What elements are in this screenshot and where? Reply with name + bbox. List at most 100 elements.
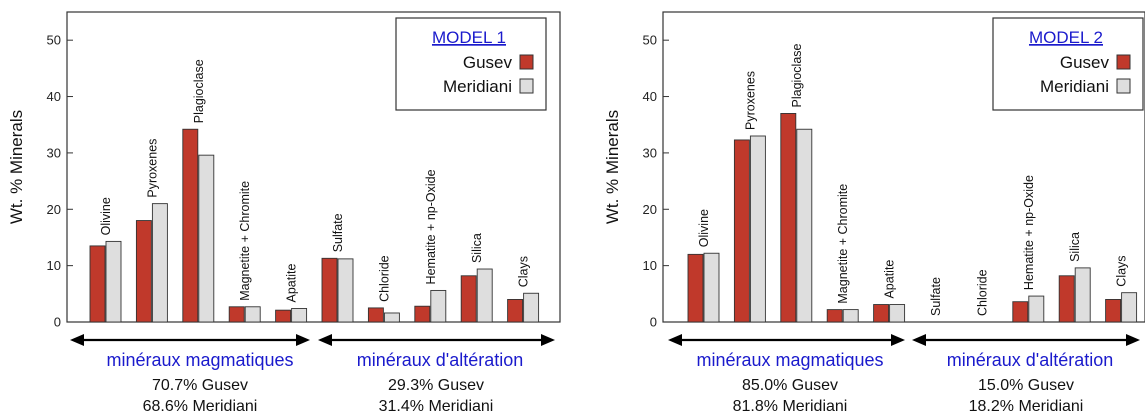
- legend-title: MODEL 1: [432, 28, 506, 47]
- bar-gusev: [826, 309, 843, 323]
- bar-meridiani: [476, 268, 493, 323]
- chart-1: 0 10 20 30 40 50 Wt. % Minerals Olivine Pyroxene…: [7, 11, 561, 415]
- bar-gusev: [733, 139, 750, 323]
- legend-swatch: [1116, 78, 1131, 94]
- bar-gusev: [414, 305, 431, 323]
- bar-gusev: [182, 128, 199, 323]
- bar-gusev: [780, 113, 797, 323]
- gusev-percentage: 70.7% Gusev: [152, 377, 248, 394]
- bar-gusev: [367, 307, 384, 323]
- category-label: Olivine: [697, 209, 711, 247]
- category-label: Sulfate: [331, 213, 345, 252]
- bar-meridiani: [430, 289, 447, 323]
- legend-swatch: [519, 54, 534, 70]
- y-tick-label: 20: [643, 202, 657, 217]
- bar-gusev: [460, 275, 477, 323]
- arrow-head-right: [1126, 334, 1140, 346]
- bar-gusev: [507, 299, 524, 323]
- bar-gusev: [873, 304, 890, 323]
- category-label: Hematite + np-Oxide: [424, 169, 438, 284]
- legend-entry-gusev: Gusev: [463, 53, 513, 72]
- y-tick-label: 50: [47, 33, 61, 48]
- meridiani-percentage: 18.2% Meridiani: [969, 398, 1084, 415]
- bar-meridiani: [291, 308, 308, 323]
- bar-meridiani: [1074, 267, 1091, 323]
- category-label: Pyroxenes: [145, 139, 159, 198]
- category-label: Apatite: [285, 264, 299, 303]
- category-label: Magnetite + Chromite: [238, 181, 252, 301]
- bar-gusev: [89, 245, 106, 323]
- bar-meridiani: [105, 240, 122, 323]
- legend-swatch: [519, 78, 534, 94]
- arrow-head-left: [912, 334, 926, 346]
- bar-gusev: [275, 309, 292, 323]
- y-tick-label: 0: [54, 315, 61, 330]
- bar-meridiani: [703, 252, 720, 323]
- y-tick-label: 10: [47, 258, 61, 273]
- y-axis-label: Wt. % Minerals: [7, 110, 26, 224]
- group-label: minéraux magmatiques: [696, 350, 883, 370]
- group-label: minéraux d'altération: [947, 350, 1114, 370]
- category-label: Silica: [470, 233, 484, 263]
- bar-gusev: [687, 253, 704, 323]
- category-label: Hematite + np-Oxide: [1022, 175, 1036, 290]
- y-tick-label: 10: [643, 258, 657, 273]
- bar-meridiani: [1121, 292, 1138, 323]
- category-label: Chloride: [377, 255, 391, 302]
- y-tick-label: 20: [47, 202, 61, 217]
- bar-meridiani: [383, 312, 400, 323]
- y-tick-label: 40: [643, 89, 657, 104]
- bar-meridiani: [889, 304, 906, 323]
- bar-meridiani: [1028, 295, 1045, 323]
- gusev-percentage: 85.0% Gusev: [742, 377, 838, 394]
- legend-entry-gusev: Gusev: [1060, 53, 1110, 72]
- bar-gusev: [1058, 275, 1075, 323]
- bar-meridiani: [244, 306, 261, 323]
- category-label: Plagioclase: [790, 43, 804, 107]
- arrow-head-left: [70, 334, 84, 346]
- y-tick-label: 40: [47, 89, 61, 104]
- category-label: Sulfate: [929, 277, 943, 316]
- category-label: Apatite: [883, 260, 897, 299]
- bar-gusev: [1012, 301, 1029, 323]
- bar-meridiani: [842, 309, 859, 323]
- category-label: Plagioclase: [192, 59, 206, 123]
- arrow-head-left: [668, 334, 682, 346]
- legend-entry-meridiani: Meridiani: [1040, 77, 1109, 96]
- category-label: Clays: [1115, 255, 1129, 286]
- y-tick-label: 0: [650, 315, 657, 330]
- y-tick-label: 30: [643, 145, 657, 160]
- legend-entry-meridiani: Meridiani: [443, 77, 512, 96]
- arrow-head-right: [541, 334, 555, 346]
- bar-gusev: [1105, 299, 1122, 323]
- bar-gusev: [135, 220, 152, 323]
- arrow-head-left: [318, 334, 332, 346]
- meridiani-percentage: 68.6% Meridiani: [143, 398, 258, 415]
- plot-frame: [66, 11, 561, 323]
- legend-swatch: [1116, 54, 1131, 70]
- category-label: Chloride: [975, 269, 989, 316]
- category-label: Silica: [1068, 232, 1082, 262]
- legend-title: MODEL 2: [1029, 28, 1103, 47]
- gusev-percentage: 29.3% Gusev: [388, 377, 484, 394]
- bar-meridiani: [151, 203, 168, 323]
- chart-2: 0 10 20 30 40 50 Wt. % Minerals Olivine Pyroxene…: [603, 11, 1145, 415]
- y-axis-label: Wt. % Minerals: [603, 110, 622, 224]
- arrow-head-right: [296, 334, 310, 346]
- meridiani-percentage: 81.8% Meridiani: [733, 398, 848, 415]
- category-label: Olivine: [99, 197, 113, 235]
- bar-meridiani: [523, 292, 540, 323]
- meridiani-percentage: 31.4% Meridiani: [379, 398, 494, 415]
- category-label: Magnetite + Chromite: [836, 184, 850, 304]
- arrow-head-right: [891, 334, 905, 346]
- group-label: minéraux magmatiques: [106, 350, 293, 370]
- bar-gusev: [228, 306, 245, 323]
- bar-meridiani: [796, 128, 813, 323]
- gusev-percentage: 15.0% Gusev: [978, 377, 1074, 394]
- bar-meridiani: [198, 154, 215, 323]
- group-label: minéraux d'altération: [357, 350, 524, 370]
- category-label: Clays: [517, 256, 531, 287]
- bar-gusev: [321, 257, 338, 323]
- y-tick-label: 30: [47, 145, 61, 160]
